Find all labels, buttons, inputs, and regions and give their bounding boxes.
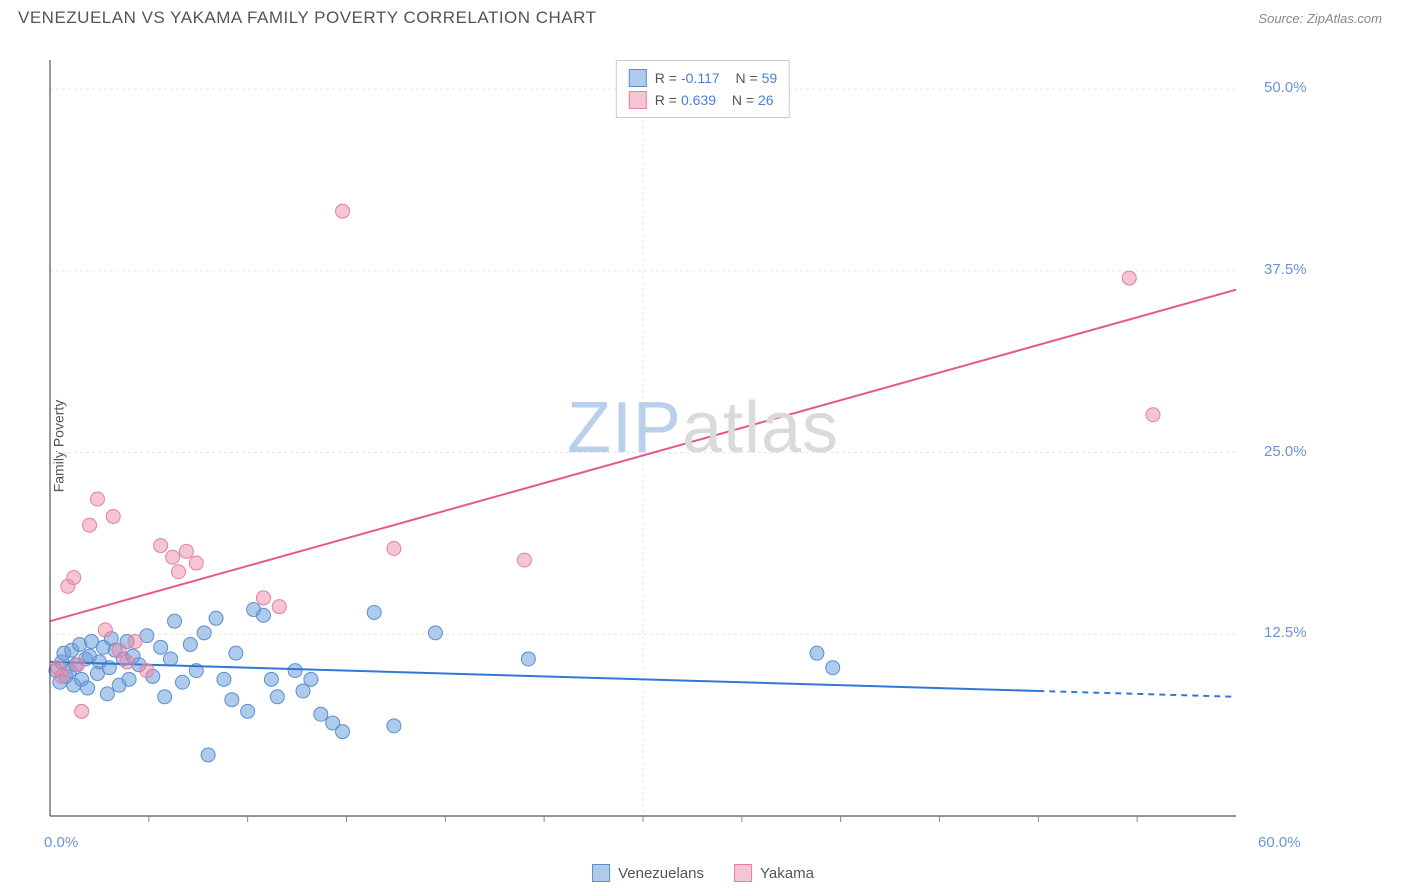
legend-text: R = 0.639 N = 26	[655, 92, 774, 108]
y-axis-label-0: 12.5%	[1264, 624, 1307, 641]
legend-swatch	[629, 69, 647, 87]
correlation-legend: R = -0.117 N = 59 R = 0.639 N = 26	[616, 60, 790, 118]
r-label: R =	[655, 70, 677, 86]
n-label: N =	[735, 70, 757, 86]
header: VENEZUELAN VS YAKAMA FAMILY POVERTY CORR…	[0, 0, 1406, 34]
source-attribution: Source: ZipAtlas.com	[1258, 11, 1382, 26]
legend-text: R = -0.117 N = 59	[655, 70, 777, 86]
source-label: Source:	[1258, 11, 1303, 26]
y-axis-label-3: 50.0%	[1264, 79, 1307, 96]
legend-swatch	[629, 91, 647, 109]
legend-label: Venezuelans	[618, 865, 704, 882]
legend-swatch	[592, 864, 610, 882]
source-value: ZipAtlas.com	[1307, 11, 1382, 26]
chart-title: VENEZUELAN VS YAKAMA FAMILY POVERTY CORR…	[18, 8, 597, 28]
x-axis-max-label: 60.0%	[1258, 834, 1301, 851]
legend-row: R = 0.639 N = 26	[629, 89, 777, 111]
n-label: N =	[732, 92, 754, 108]
n-value: 26	[758, 92, 774, 108]
legend-item: Yakama	[734, 864, 814, 882]
series-legend: Venezuelans Yakama	[592, 864, 814, 882]
legend-item: Venezuelans	[592, 864, 704, 882]
legend-row: R = -0.117 N = 59	[629, 67, 777, 89]
scatter-chart-svg	[40, 46, 1316, 846]
r-value: -0.117	[681, 70, 720, 86]
r-label: R =	[655, 92, 677, 108]
r-value: 0.639	[681, 92, 716, 108]
y-axis-label-2: 37.5%	[1264, 261, 1307, 278]
legend-label: Yakama	[760, 865, 814, 882]
x-axis-min-label: 0.0%	[44, 834, 78, 851]
n-value: 59	[762, 70, 778, 86]
plot-area	[40, 46, 1316, 846]
y-axis-label-1: 25.0%	[1264, 443, 1307, 460]
legend-swatch	[734, 864, 752, 882]
